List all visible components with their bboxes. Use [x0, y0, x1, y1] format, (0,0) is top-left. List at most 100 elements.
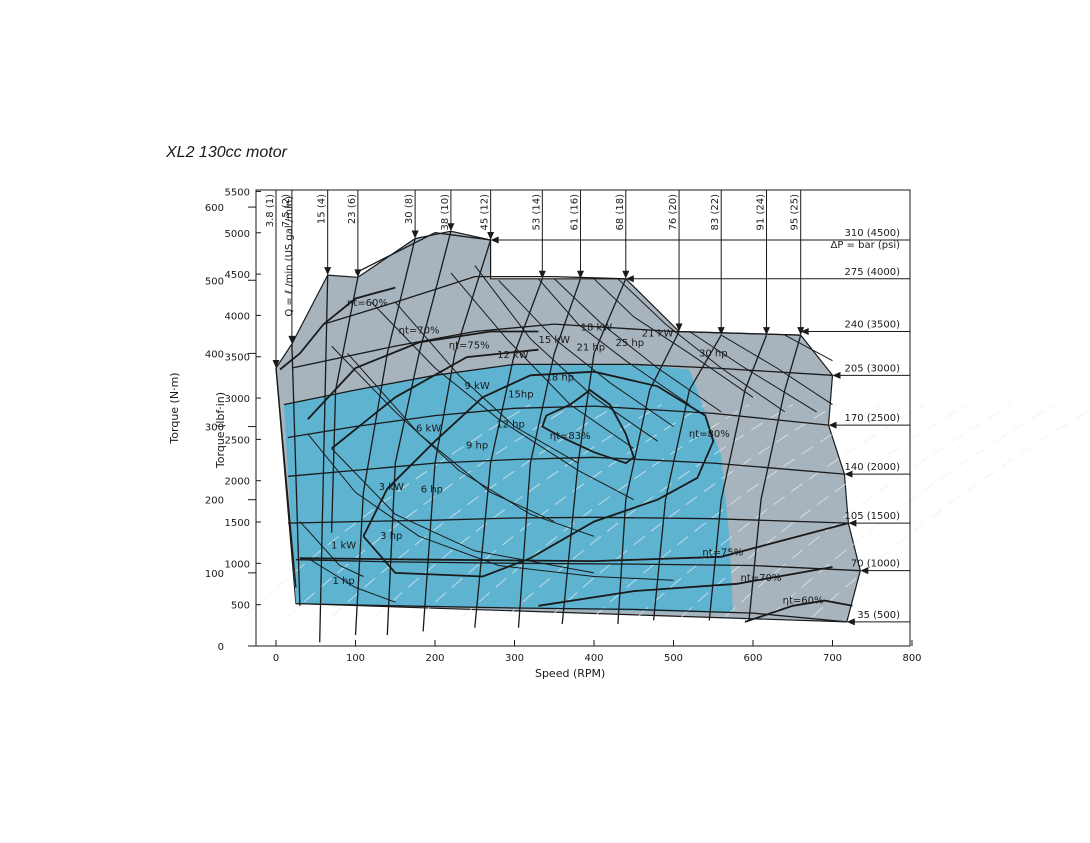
power-line [617, 278, 786, 413]
power-line-label: 1 hp [332, 576, 354, 587]
efficiency-label: ηt=70% [741, 573, 782, 584]
y-tick-label-lbfin: 1000 [225, 559, 250, 570]
flow-arrowhead [675, 323, 683, 332]
pressure-line [295, 559, 861, 572]
flow-line-label: 7.5 (2) [281, 194, 292, 227]
pressure-line-label: 205 (3000) [844, 363, 900, 374]
flow-arrowhead [487, 232, 495, 241]
power-line-label: 25 hp [615, 338, 644, 349]
flow-arrowhead [288, 335, 296, 344]
flow-line [748, 334, 802, 621]
y-tick-label-nm: 200 [205, 496, 224, 507]
y-tick-label-nm: 100 [205, 569, 224, 580]
pressure-line-label: 310 (4500) [844, 228, 900, 239]
x-tick-label: 800 [902, 653, 921, 664]
y-tick-label-lbfin: 2000 [225, 477, 250, 488]
flow-line [422, 239, 492, 632]
pressure-arrowhead [490, 236, 499, 244]
efficiency-contour [279, 286, 396, 371]
power-line-label: 15hp [508, 389, 533, 400]
efficiency-contour [362, 370, 715, 578]
y-tick-label-lbfin: 3000 [225, 394, 250, 405]
x-tick-label: 200 [425, 653, 444, 664]
texture-line [637, 404, 925, 618]
flow-line [319, 275, 329, 643]
flow-line [708, 334, 768, 621]
texture-line [462, 404, 750, 618]
power-line [307, 433, 674, 581]
flow-line-label: 68 (18) [615, 194, 626, 231]
pressure-arrowhead [832, 371, 841, 379]
pressure-line [291, 323, 801, 369]
texture-line [593, 404, 881, 618]
power-line [538, 278, 690, 406]
texture-line [506, 404, 794, 618]
texture-line [681, 404, 968, 618]
y-tick-label-lbfin: 5500 [225, 187, 250, 198]
flow-line-label: 38 (10) [440, 194, 451, 231]
pressure-axis-label: ΔP = bar (psi) [830, 240, 900, 251]
power-line-label: 6 kW [416, 424, 441, 435]
efficiency-label: ηt=80% [689, 429, 730, 440]
power-line [498, 279, 674, 427]
power-line [394, 301, 579, 464]
flow-line [561, 278, 627, 625]
y-tick-label-lbfin: 5000 [225, 229, 250, 240]
pressure-line-label: 105 (1500) [844, 511, 900, 522]
efficiency-contour [331, 348, 539, 450]
flow-arrowhead [797, 327, 805, 336]
power-line [331, 448, 595, 574]
flow-line-label: 45 (12) [480, 194, 491, 231]
pressure-arrowhead [860, 567, 869, 575]
power-line-label: 12 hp [496, 419, 525, 430]
x-tick-label: 300 [505, 653, 524, 664]
flow-line-label: 83 (22) [710, 194, 721, 231]
texture-line [418, 404, 706, 618]
y-tick-label-lbfin: 500 [231, 601, 250, 612]
flow-line-label: 95 (25) [790, 194, 801, 231]
power-line-label: 9 hp [466, 440, 488, 451]
pressure-line [355, 232, 491, 274]
flow-line [474, 278, 543, 628]
y-tick-label-nm: 0 [218, 642, 224, 653]
power-line [553, 278, 722, 413]
x-tick-label: 700 [823, 653, 842, 664]
flow-arrowhead [447, 223, 455, 232]
pressure-line-label: 240 (3500) [844, 319, 900, 330]
power-line-label: 3 kW [379, 482, 404, 493]
y-axis-label-nm: Torque (N·m) [168, 372, 181, 444]
pressure-line [323, 275, 626, 325]
flow-line [275, 367, 297, 588]
texture-line [724, 404, 1012, 618]
flow-arrowhead [717, 327, 725, 336]
flow-line-label: 23 (6) [347, 194, 358, 224]
x-axis-label: Speed (RPM) [535, 667, 605, 680]
texture-line [375, 404, 662, 618]
power-line-label: 30 hp [699, 348, 728, 359]
y-tick-label-nm: 400 [205, 349, 224, 360]
power-line [347, 353, 555, 523]
pressure-arrowhead [625, 275, 634, 283]
power-line [689, 331, 817, 413]
texture-line [812, 409, 1090, 618]
pressure-line [287, 456, 845, 477]
power-line-label: 18 hp [546, 372, 575, 383]
x-tick-label: 600 [743, 653, 762, 664]
flow-arrowhead [763, 327, 771, 336]
flow-line-label: 30 (8) [404, 194, 415, 224]
efficiency-label: ηt=75% [449, 340, 490, 351]
pressure-line-label: 170 (2500) [844, 413, 900, 424]
flow-axis-label: Q = ℓ /min (US gal /min) [284, 196, 295, 317]
flow-arrowhead [324, 267, 332, 276]
efficiency-label: ηt=83% [550, 431, 591, 442]
power-line-label: 1 kW [331, 541, 356, 552]
plot-frame [255, 189, 911, 647]
pressure-line-label: 275 (4000) [844, 267, 900, 278]
texture-line [768, 404, 1056, 618]
power-line [299, 521, 364, 577]
power-line-label: 21 kW [642, 329, 674, 340]
power-line-label: 18 kW [581, 323, 613, 334]
y-tick-label-nm: 500 [205, 276, 224, 287]
texture-line [331, 404, 619, 618]
flow-arrowhead [622, 270, 630, 279]
